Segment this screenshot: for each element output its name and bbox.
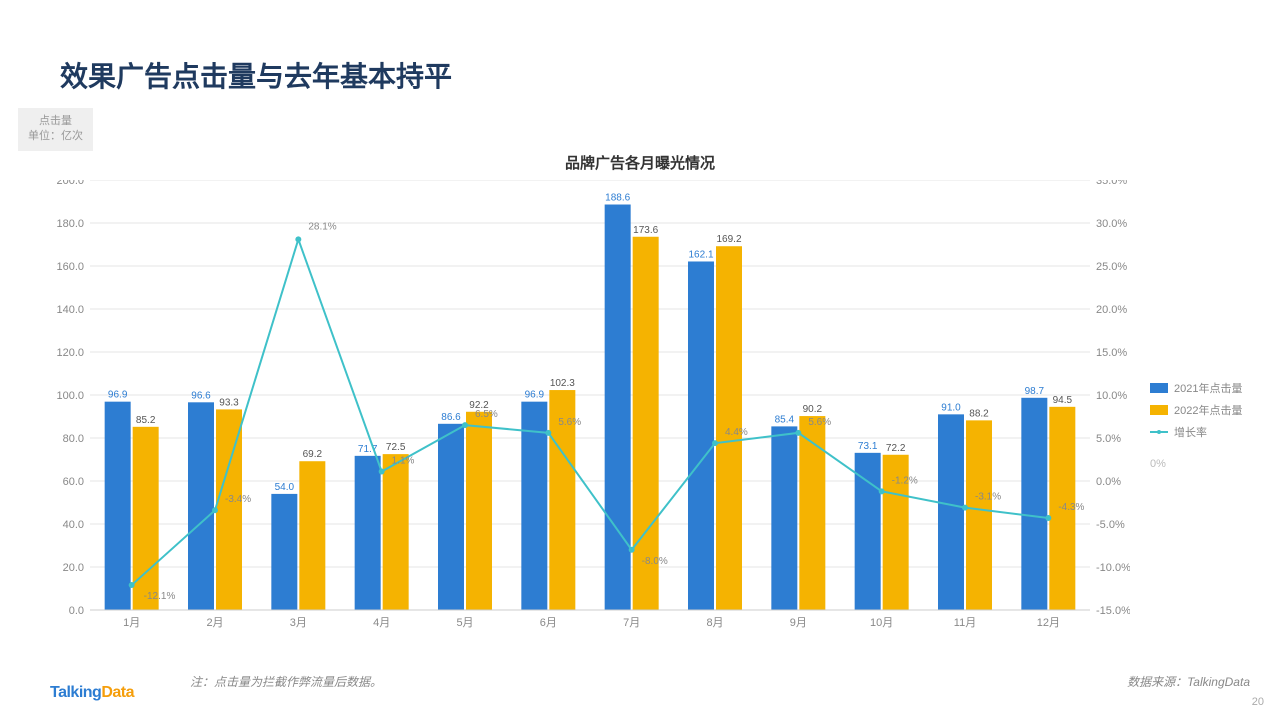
svg-text:8月: 8月 xyxy=(706,617,723,629)
svg-text:-5.0%: -5.0% xyxy=(1096,519,1125,531)
svg-text:0.0: 0.0 xyxy=(69,605,84,617)
logo: TalkingData xyxy=(50,684,134,702)
svg-text:35.0%: 35.0% xyxy=(1096,180,1127,187)
svg-text:5.0%: 5.0% xyxy=(1096,433,1121,445)
svg-text:120.0: 120.0 xyxy=(56,347,84,359)
svg-text:88.2: 88.2 xyxy=(969,408,989,419)
svg-text:160.0: 160.0 xyxy=(56,261,84,273)
svg-text:169.2: 169.2 xyxy=(716,234,741,245)
svg-text:5月: 5月 xyxy=(456,617,473,629)
svg-text:85.2: 85.2 xyxy=(136,415,156,426)
legend-swatch-2021 xyxy=(1150,383,1168,393)
unit-box: 点击量 单位：亿次 xyxy=(18,108,93,151)
logo-part-b: Data xyxy=(101,684,134,701)
slide: 效果广告点击量与去年基本持平 点击量 单位：亿次 品牌广告各月曝光情况 0.0 2… xyxy=(0,0,1280,720)
svg-text:86.6: 86.6 xyxy=(441,412,461,423)
legend-item-growth: 增长率 xyxy=(1150,424,1242,440)
zero-percent-marker: 0% xyxy=(1150,458,1166,470)
svg-text:9月: 9月 xyxy=(790,617,807,629)
unit-line2: 单位：亿次 xyxy=(28,129,83,144)
svg-text:72.5: 72.5 xyxy=(386,442,406,453)
svg-text:10月: 10月 xyxy=(870,617,893,629)
svg-text:-3.4%: -3.4% xyxy=(225,494,251,505)
svg-text:200.0: 200.0 xyxy=(56,180,84,187)
legend-label-growth: 增长率 xyxy=(1174,424,1207,440)
data-source: 数据来源：TalkingData xyxy=(1127,673,1250,690)
page-number: 20 xyxy=(1252,696,1264,708)
svg-text:93.3: 93.3 xyxy=(219,397,239,408)
svg-text:10.0%: 10.0% xyxy=(1096,390,1127,402)
svg-text:69.2: 69.2 xyxy=(303,449,323,460)
chart-subtitle: 品牌广告各月曝光情况 xyxy=(0,152,1280,173)
svg-text:100.0: 100.0 xyxy=(56,390,84,402)
svg-text:94.5: 94.5 xyxy=(1053,395,1073,406)
svg-text:25.0%: 25.0% xyxy=(1096,261,1127,273)
svg-text:180.0: 180.0 xyxy=(56,218,84,230)
svg-text:1.1%: 1.1% xyxy=(392,456,415,467)
legend-item-2021: 2021年点击量 xyxy=(1150,380,1242,396)
svg-text:96.6: 96.6 xyxy=(191,390,211,401)
chart-area: 0.0 20.0 40.0 60.0 80.0 100.0 120.0 140.0 160.0 1… xyxy=(50,180,1130,630)
svg-text:54.0: 54.0 xyxy=(275,482,295,493)
svg-text:20.0: 20.0 xyxy=(63,562,84,574)
svg-text:28.1%: 28.1% xyxy=(308,221,336,232)
svg-text:1月: 1月 xyxy=(123,617,140,629)
svg-text:12月: 12月 xyxy=(1037,617,1060,629)
svg-text:96.9: 96.9 xyxy=(108,390,128,401)
svg-text:4月: 4月 xyxy=(373,617,390,629)
svg-text:140.0: 140.0 xyxy=(56,304,84,316)
svg-text:162.1: 162.1 xyxy=(688,249,713,260)
svg-text:5.6%: 5.6% xyxy=(808,417,831,428)
unit-line1: 点击量 xyxy=(28,114,83,129)
svg-text:2月: 2月 xyxy=(206,617,223,629)
svg-text:80.0: 80.0 xyxy=(63,433,84,445)
svg-text:188.6: 188.6 xyxy=(605,193,630,204)
svg-text:98.7: 98.7 xyxy=(1025,386,1045,397)
svg-text:11月: 11月 xyxy=(954,617,976,629)
footnote: 注：点击量为拦截作弊流量后数据。 xyxy=(190,673,382,690)
svg-text:90.2: 90.2 xyxy=(803,404,823,415)
svg-text:85.4: 85.4 xyxy=(775,414,795,425)
svg-text:6.5%: 6.5% xyxy=(475,409,498,420)
page-title: 效果广告点击量与去年基本持平 xyxy=(60,55,452,95)
svg-text:6月: 6月 xyxy=(540,617,557,629)
svg-text:-10.0%: -10.0% xyxy=(1096,562,1130,574)
chart-svg: 0.0 20.0 40.0 60.0 80.0 100.0 120.0 140.0 160.0 1… xyxy=(50,180,1130,630)
svg-text:-8.0%: -8.0% xyxy=(642,556,668,567)
svg-text:4.4%: 4.4% xyxy=(725,427,748,438)
svg-text:102.3: 102.3 xyxy=(550,378,575,389)
svg-text:-1.2%: -1.2% xyxy=(892,475,918,486)
legend-swatch-2022 xyxy=(1150,405,1168,415)
legend-label-2021: 2021年点击量 xyxy=(1174,380,1242,396)
legend-swatch-growth xyxy=(1150,431,1168,433)
svg-text:15.0%: 15.0% xyxy=(1096,347,1127,359)
svg-text:40.0: 40.0 xyxy=(63,519,84,531)
svg-text:173.6: 173.6 xyxy=(633,225,658,236)
svg-text:0.0%: 0.0% xyxy=(1096,476,1121,488)
svg-text:72.2: 72.2 xyxy=(886,443,906,454)
svg-text:3月: 3月 xyxy=(290,617,307,629)
svg-text:7月: 7月 xyxy=(623,617,640,629)
legend: 2021年点击量 2022年点击量 增长率 xyxy=(1150,380,1242,446)
legend-label-2022: 2022年点击量 xyxy=(1174,402,1242,418)
svg-text:-3.1%: -3.1% xyxy=(975,492,1001,503)
svg-text:-4.3%: -4.3% xyxy=(1058,502,1084,513)
svg-text:20.0%: 20.0% xyxy=(1096,304,1127,316)
svg-text:5.6%: 5.6% xyxy=(558,417,581,428)
svg-text:-15.0%: -15.0% xyxy=(1096,605,1130,617)
svg-text:96.9: 96.9 xyxy=(525,390,545,401)
svg-text:-12.1%: -12.1% xyxy=(144,591,176,602)
svg-text:30.0%: 30.0% xyxy=(1096,218,1127,230)
svg-text:60.0: 60.0 xyxy=(63,476,84,488)
svg-text:73.1: 73.1 xyxy=(858,441,878,452)
svg-text:91.0: 91.0 xyxy=(941,402,961,413)
legend-item-2022: 2022年点击量 xyxy=(1150,402,1242,418)
logo-part-a: Talking xyxy=(50,684,101,701)
